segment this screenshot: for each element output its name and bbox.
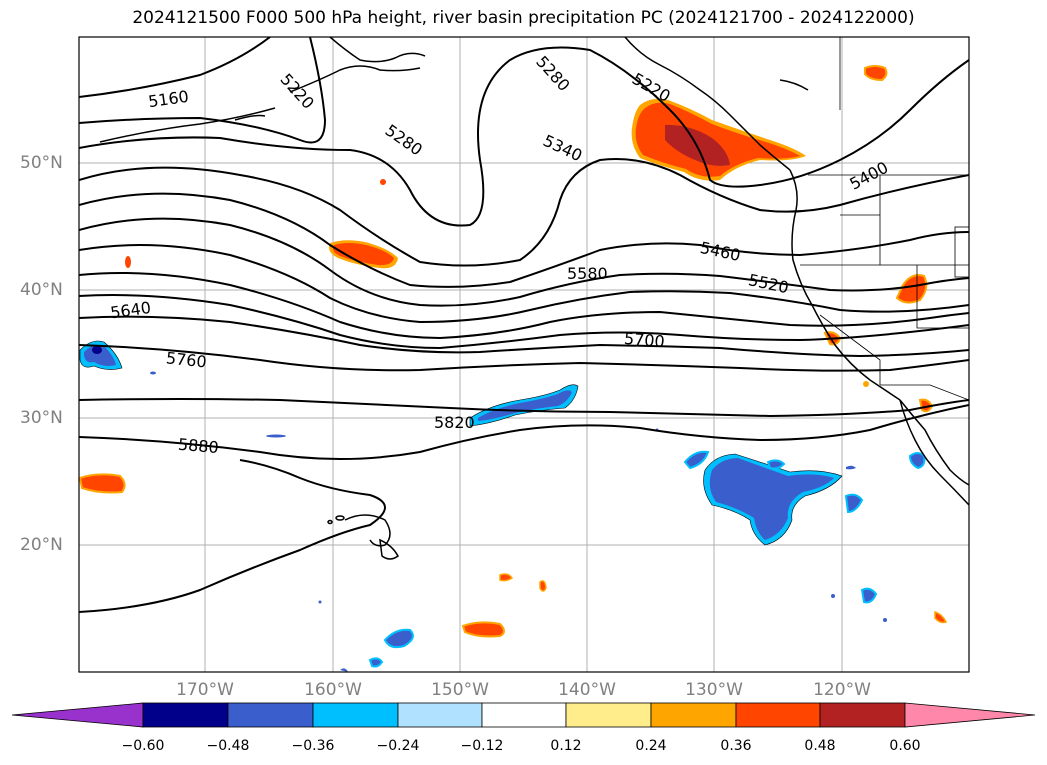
- precip-positive-central: [329, 240, 398, 269]
- contour-label: 5760: [165, 348, 207, 371]
- lon-label: 140°W: [558, 680, 616, 700]
- coastlines: [99, 37, 969, 560]
- colorbar-swatch: [312, 702, 399, 728]
- colorbar-tick-label: −0.36: [291, 738, 335, 754]
- colorbar-tick-label: 0.24: [635, 738, 667, 754]
- colorbar-swatch: [565, 702, 652, 728]
- colorbar-tick-label: 0.48: [804, 738, 836, 754]
- colorbar: [11, 702, 1036, 728]
- colorbar-extend-high: [904, 702, 1036, 728]
- lon-label: 150°W: [431, 680, 489, 700]
- contour-label: 5520: [747, 270, 791, 297]
- borders: [800, 37, 969, 401]
- contour-label: 5700: [623, 329, 665, 351]
- lat-label: 30°N: [20, 408, 63, 428]
- contour-label: 5640: [109, 298, 152, 322]
- colorbar-swatch: [397, 702, 483, 728]
- colorbar-tick-label: −0.60: [121, 738, 165, 754]
- colorbar-tick-label: −0.24: [376, 738, 420, 754]
- contour-label: 5160: [147, 87, 190, 111]
- colorbar-tick-label: 0.60: [889, 738, 921, 754]
- precip-shading: [79, 65, 948, 672]
- contour-label: 5580: [567, 264, 608, 283]
- colorbar-swatch: [142, 702, 229, 728]
- colorbar-swatch: [481, 702, 567, 728]
- colorbar-swatch: [650, 702, 737, 728]
- colorbar-extend-low: [11, 702, 144, 728]
- height-contours: [79, 37, 969, 613]
- contour-label: 5280: [382, 121, 426, 160]
- colorbar-swatch: [227, 702, 314, 728]
- colorbar-tick-label: −0.12: [460, 738, 504, 754]
- lat-label: 50°N: [20, 153, 63, 173]
- map-title: 2024121500 F000 500 hPa height, river ba…: [132, 8, 915, 28]
- lon-label: 160°W: [304, 680, 362, 700]
- plot-frame: [78, 36, 970, 673]
- contour-label: 5880: [177, 435, 219, 457]
- contour-label: 5460: [698, 238, 742, 265]
- contour-label: 5340: [540, 131, 585, 165]
- lat-label: 20°N: [20, 535, 63, 555]
- precip-positive-pnw: [631, 98, 806, 181]
- colorbar-swatch: [819, 702, 906, 728]
- contour-label: 5280: [532, 52, 573, 95]
- lon-label: 130°W: [685, 680, 743, 700]
- colorbar-tick-label: −0.48: [206, 738, 250, 754]
- colorbar-tick-label: 0.12: [550, 738, 582, 754]
- lon-label: 170°W: [176, 680, 234, 700]
- colorbar-swatch: [735, 702, 821, 728]
- lat-label: 40°N: [20, 280, 63, 300]
- contour-label: 5220: [277, 70, 318, 113]
- lon-label: 120°W: [813, 680, 871, 700]
- colorbar-tick-label: 0.36: [720, 738, 752, 754]
- contour-label: 5820: [434, 413, 475, 432]
